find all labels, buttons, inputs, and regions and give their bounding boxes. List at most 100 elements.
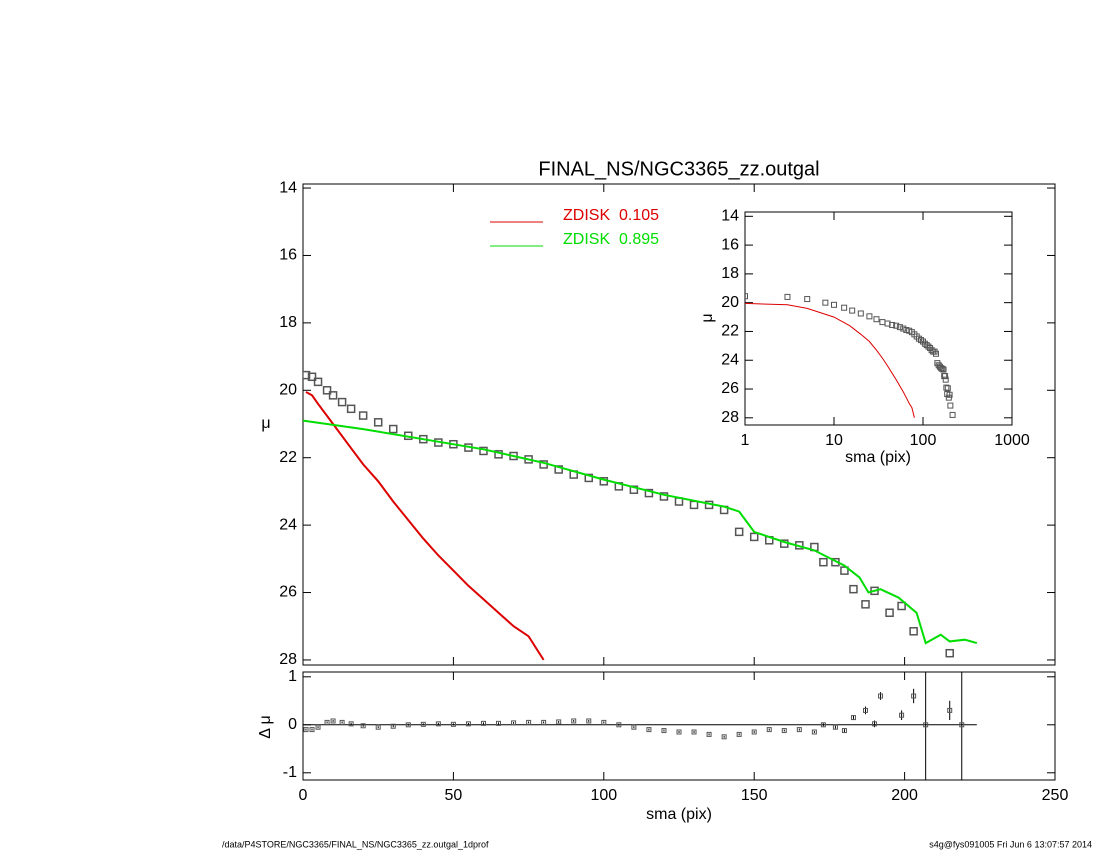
plot-area: [303, 370, 978, 661]
data-point: [923, 722, 929, 728]
data-point: [435, 721, 441, 727]
data-point: [841, 304, 848, 311]
chart-title: FINAL_NS/NGC3365_zz.outgal: [538, 158, 819, 180]
data-point: [796, 727, 802, 733]
data-point: [358, 411, 368, 420]
data-point: [480, 720, 486, 726]
data-point: [832, 724, 838, 730]
data-point: [309, 727, 315, 733]
data-point: [736, 731, 742, 737]
y-tick-label: 1: [288, 668, 297, 685]
data-point: [885, 608, 894, 618]
plot-frame: [302, 183, 1056, 666]
data-point: [841, 728, 847, 734]
footer-left: /data/P4STORE/NGC3365/FINAL_NS/NGC3365_z…: [222, 839, 489, 849]
data-point: [857, 310, 864, 317]
data-point: [420, 721, 426, 727]
model-line: [305, 391, 545, 661]
data-point: [745, 293, 748, 300]
data-point: [893, 322, 900, 329]
data-point: [925, 343, 932, 350]
x-tick-label: 1000: [994, 432, 1030, 449]
data-point: [721, 734, 727, 740]
y-tick-label: 16: [279, 247, 297, 264]
data-point: [940, 366, 947, 373]
data-point: [946, 391, 953, 398]
y-tick-label: 24: [279, 516, 297, 533]
data-point: [346, 404, 356, 414]
data-point: [337, 397, 347, 407]
data-point: [661, 728, 667, 734]
data-point: [804, 296, 811, 303]
y-tick-label: 20: [279, 382, 297, 399]
data-point: [850, 715, 856, 721]
data-point: [933, 350, 940, 357]
data-point: [360, 723, 366, 729]
data-point: [691, 729, 697, 735]
data-point: [897, 601, 906, 611]
y-axis-label: μ: [261, 415, 270, 432]
legend-label: ZDISK 0.105: [563, 207, 659, 224]
data-point: [689, 500, 699, 510]
data-point: [616, 722, 622, 728]
data-point: [959, 722, 965, 728]
data-point: [944, 385, 951, 392]
data-point: [706, 731, 712, 737]
data-point: [375, 724, 381, 730]
data-point: [879, 319, 886, 326]
data-point: [942, 373, 949, 380]
data-point: [303, 370, 311, 380]
data-point: [911, 693, 917, 699]
y-tick-label: 0: [288, 716, 297, 733]
data-point: [751, 729, 757, 735]
data-point: [339, 719, 345, 725]
data-point: [328, 391, 338, 400]
data-point: [945, 648, 954, 658]
x-tick-label: 100: [590, 787, 617, 804]
data-point: [784, 293, 791, 300]
data-point: [601, 719, 607, 725]
x-tick-label: 150: [741, 787, 768, 804]
model-line: [745, 302, 915, 418]
data-point: [571, 718, 577, 724]
y-tick-label: 26: [279, 584, 297, 601]
data-point: [849, 584, 858, 594]
data-point: [734, 527, 744, 537]
data-point: [749, 532, 759, 542]
data-point: [947, 402, 954, 409]
data-point: [348, 721, 354, 727]
data-point: [900, 325, 907, 332]
data-point: [943, 384, 950, 391]
data-point: [942, 376, 949, 383]
data-point: [896, 324, 903, 331]
y-tick-label: 18: [721, 265, 739, 282]
y-tick-label: 24: [721, 351, 739, 368]
data-point: [899, 712, 905, 718]
data-point: [465, 721, 471, 727]
data-point: [315, 724, 321, 730]
data-point: [889, 321, 896, 328]
data-point: [949, 411, 956, 418]
y-tick-label: 14: [279, 179, 297, 196]
data-point: [781, 728, 787, 734]
x-axis-label: sma (pix): [845, 449, 911, 466]
x-tick-label: 0: [299, 787, 308, 804]
y-axis-label: μ: [699, 313, 716, 322]
data-point: [947, 707, 953, 713]
data-point: [324, 719, 330, 725]
y-tick-label: 20: [721, 294, 739, 311]
data-point: [849, 307, 856, 314]
data-point: [766, 727, 772, 733]
data-point: [390, 723, 396, 729]
x-tick-label: 1: [741, 432, 750, 449]
plot-area: [745, 293, 956, 418]
data-point: [811, 729, 817, 735]
y-tick-label: 22: [721, 323, 739, 340]
data-point: [840, 566, 849, 575]
data-point: [313, 377, 323, 387]
data-point: [861, 600, 870, 609]
y-tick-label: 22: [279, 449, 297, 466]
data-point: [450, 721, 456, 727]
